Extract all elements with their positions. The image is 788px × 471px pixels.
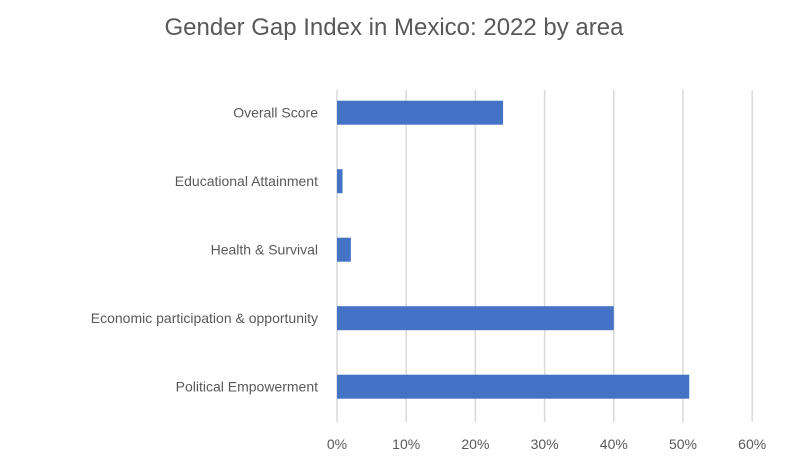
- bar: [337, 169, 343, 194]
- category-label: Economic participation & opportunity: [91, 310, 318, 326]
- x-tick-label: 0%: [327, 436, 347, 452]
- category-label: Overall Score: [233, 105, 318, 121]
- x-tick-label: 40%: [600, 436, 628, 452]
- bar: [337, 237, 351, 262]
- x-tick-label: 30%: [531, 436, 559, 452]
- category-label: Political Empowerment: [176, 379, 318, 395]
- category-label: Educational Attainment: [175, 173, 318, 189]
- bar: [337, 100, 504, 125]
- x-tick-label: 20%: [461, 436, 489, 452]
- bar: [337, 306, 614, 331]
- x-tick-label: 60%: [738, 436, 766, 452]
- x-tick-label: 50%: [669, 436, 697, 452]
- category-label: Health & Survival: [211, 242, 318, 258]
- chart-title: Gender Gap Index in Mexico: 2022 by area: [164, 14, 624, 41]
- bar: [337, 374, 690, 399]
- x-tick-label: 10%: [392, 436, 420, 452]
